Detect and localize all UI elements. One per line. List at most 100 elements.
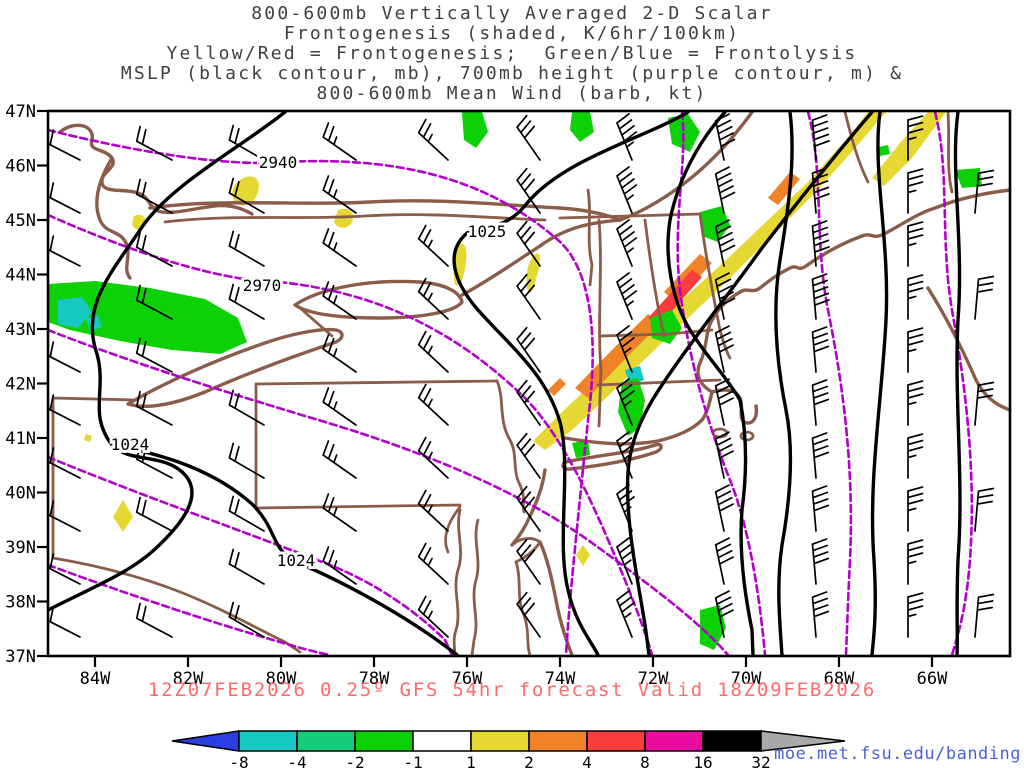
wind-barb — [322, 122, 357, 161]
colorbar-tick-label: 2 — [524, 753, 534, 768]
maine-coast — [698, 188, 1010, 365]
wind-barb — [322, 493, 357, 532]
frontolysis-patch — [700, 206, 730, 242]
wind-barb — [516, 432, 541, 479]
wind-barb — [417, 436, 449, 479]
lat-label: 38N — [5, 593, 36, 613]
wind-barb — [811, 220, 830, 267]
lon-label: 74W — [545, 669, 576, 689]
wind-barb — [516, 114, 541, 161]
ontario-north-shore — [148, 199, 622, 222]
wind-barb — [616, 590, 635, 638]
colorbar-tick-label: 16 — [693, 753, 712, 768]
lat-label: 47N — [5, 102, 36, 122]
mslp-contour — [870, 111, 889, 656]
lon-label: 82W — [173, 669, 204, 689]
lake-huron-shore — [95, 156, 132, 280]
wind-barb — [616, 484, 635, 532]
height-contour — [48, 563, 332, 656]
wind-barb — [907, 380, 924, 426]
wind-barb — [135, 178, 173, 214]
wind-barb — [417, 330, 449, 373]
wind-barb — [714, 325, 734, 373]
wind-barb — [616, 219, 638, 267]
wind-barb — [228, 389, 265, 426]
colorbar-left-arrow — [171, 730, 240, 752]
wind-barb — [516, 591, 541, 638]
wind-barb — [48, 603, 81, 638]
wind-barb — [974, 275, 995, 320]
frontogenesis-patch — [84, 434, 92, 442]
wind-barb — [417, 595, 449, 638]
colorbar-tick-label: -1 — [403, 753, 422, 768]
colorbar-segment — [702, 730, 762, 752]
mslp-contour-1024 — [110, 443, 459, 656]
lon-label: 72W — [638, 669, 669, 689]
lat-label: 46N — [5, 157, 36, 177]
wind-barb — [135, 390, 173, 426]
vt-nh-border — [643, 218, 666, 338]
lat-label: 40N — [5, 484, 36, 504]
wind-barb-layer — [48, 113, 995, 638]
wind-barb — [516, 326, 541, 373]
wv-va-border — [51, 556, 302, 654]
wind-barb — [135, 496, 173, 532]
mslp-contour — [774, 111, 794, 656]
lat-label: 43N — [5, 320, 36, 340]
wind-barb — [714, 484, 734, 532]
wind-barb — [48, 232, 81, 267]
title-line-2: Frontogenesis (shaded, K/6hr/100km) — [283, 23, 741, 44]
wind-barb — [48, 338, 81, 373]
niagara-river — [298, 306, 334, 338]
height-contour — [933, 111, 974, 656]
wind-barb — [135, 284, 173, 320]
wind-barb — [714, 113, 736, 161]
wind-barb — [135, 337, 173, 373]
wind-barb — [714, 378, 734, 426]
wind-barb — [907, 433, 924, 479]
ohio-state-border — [51, 396, 137, 560]
wind-barb — [516, 538, 541, 585]
frontogenesis-orange-core — [548, 378, 566, 396]
wind-barb — [228, 442, 265, 479]
wind-barb — [616, 272, 638, 320]
wind-barb — [48, 550, 81, 585]
colorbar-segment — [354, 730, 414, 752]
mason-dixon-line — [254, 503, 462, 510]
us-canada-border-45n — [558, 212, 702, 220]
title-line-5: 800-600mb Mean Wind (barb, kt) — [316, 83, 708, 104]
map-frame — [46, 109, 1012, 658]
wind-barb — [811, 379, 830, 426]
wind-barb — [228, 124, 265, 161]
wind-barb — [417, 118, 449, 161]
colorbar-segment — [528, 730, 588, 752]
wind-barb — [616, 166, 638, 214]
great-lakes-shoreline — [58, 123, 254, 216]
pennsylvania-north-border — [254, 379, 499, 386]
wind-barb — [811, 432, 830, 479]
lat-label: 45N — [5, 211, 36, 231]
wind-barb — [322, 334, 357, 373]
wind-barb — [228, 177, 265, 214]
colorbar-tick-label: -2 — [345, 753, 364, 768]
credit-link[interactable]: moe.met.fsu.edu/banding — [774, 744, 1021, 764]
shading-layer — [48, 112, 982, 650]
wind-barb — [322, 546, 357, 585]
lat-label: 37N — [5, 647, 36, 667]
wind-barb — [714, 166, 736, 214]
wind-barb — [516, 220, 541, 267]
height-contour — [676, 111, 767, 656]
forecast-validity-text: 12Z07FEB2026 0.25º GFS 54hr forecast Val… — [147, 679, 877, 701]
height-contour-layer — [48, 111, 974, 656]
title-block: 800-600mb Vertically Averaged 2-D Scalar… — [0, 4, 1024, 104]
st-lawrence-river — [460, 111, 754, 297]
mslp-contour-label: 1024 — [277, 551, 316, 570]
frontogenesis-patch — [872, 112, 946, 186]
wind-barb — [907, 592, 924, 638]
new-brunswick-border — [946, 111, 954, 194]
title-line-4: MSLP (black contour, mb), 700mb height (… — [120, 63, 904, 84]
wind-barb — [974, 487, 995, 532]
lake-erie — [126, 327, 344, 408]
chesapeake-west-shore — [514, 560, 532, 656]
geography-layer — [51, 111, 1010, 656]
